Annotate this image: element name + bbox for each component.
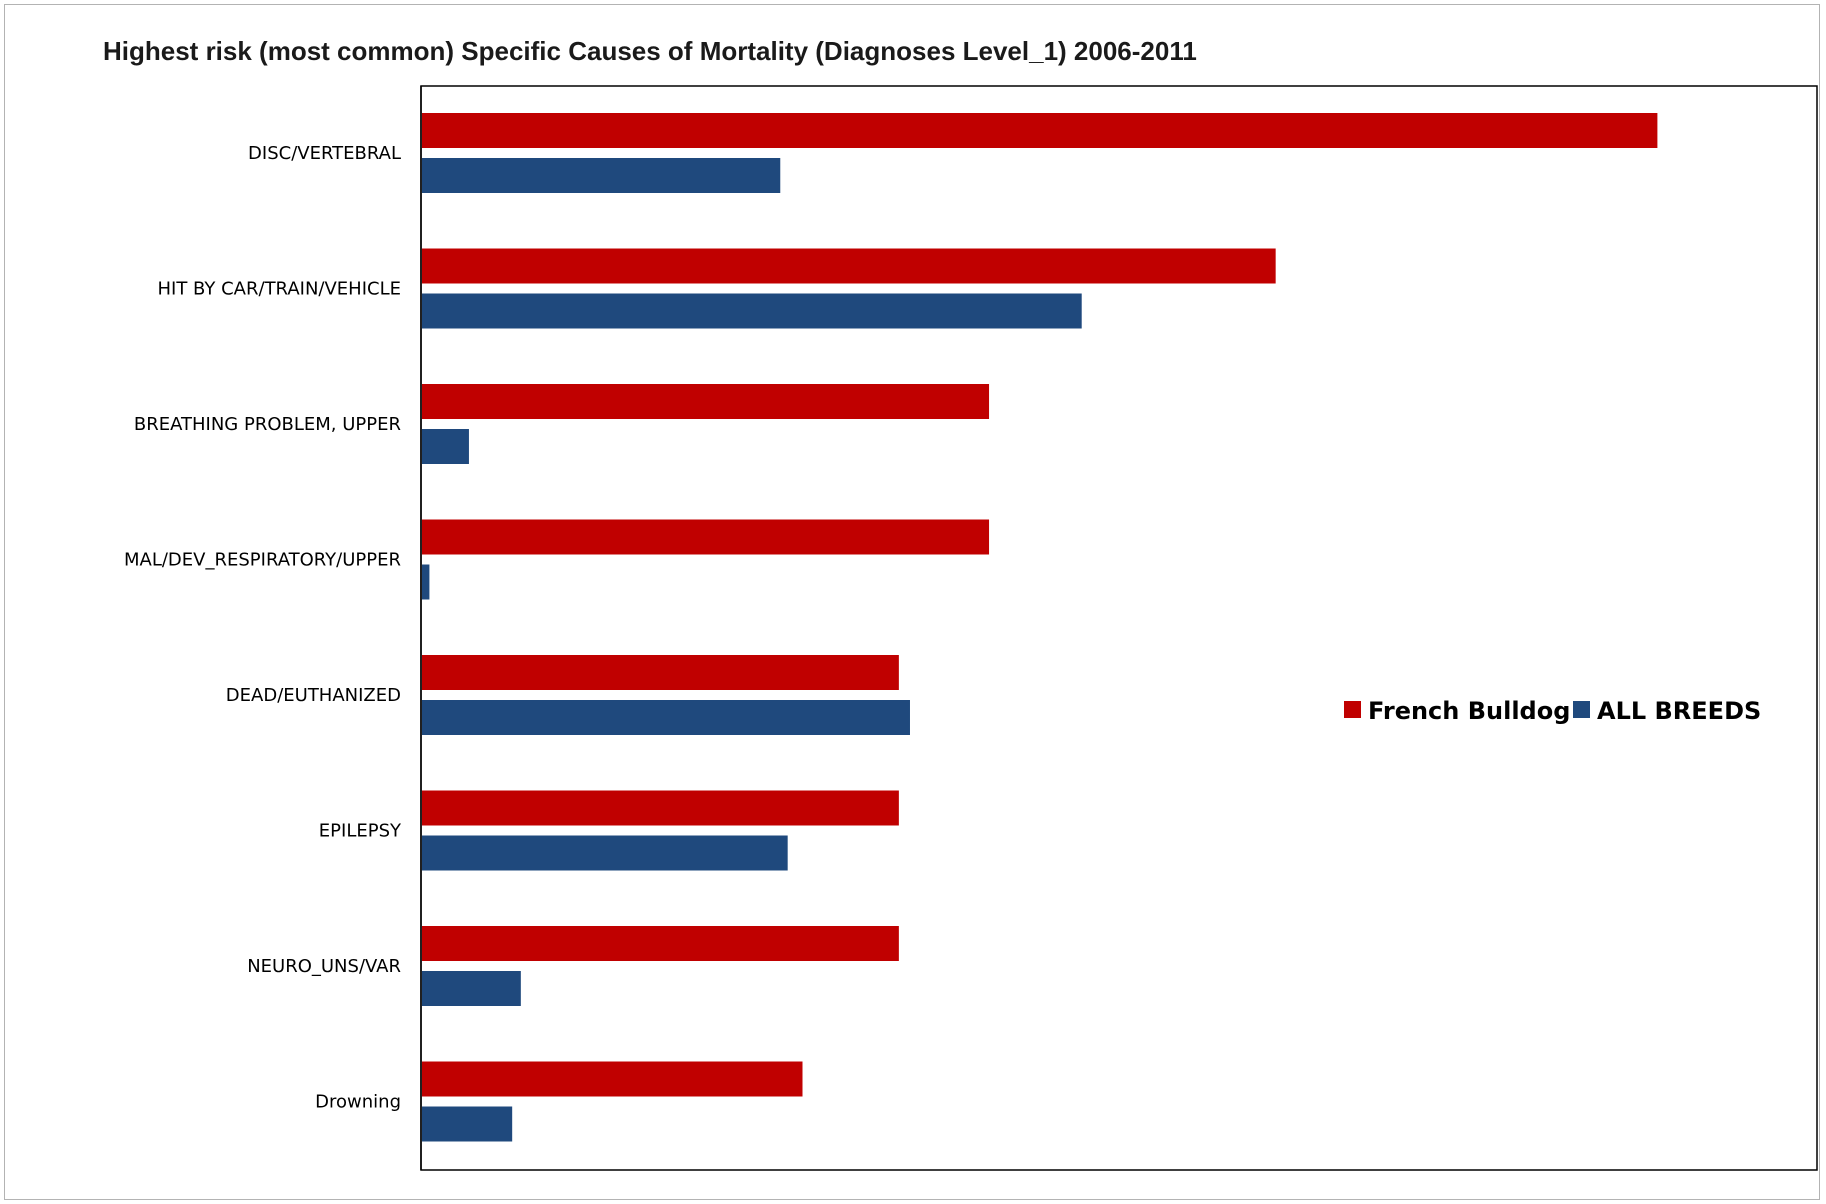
bar-all-breeds-breathing-problem-upper bbox=[422, 429, 469, 464]
bars bbox=[422, 113, 1658, 1142]
bar-all-breeds-hit-by-car-train-vehicle bbox=[422, 293, 1082, 329]
category-label-breathing-problem-upper: BREATHING PROBLEM, UPPER bbox=[134, 414, 401, 435]
chart-frame bbox=[4, 4, 1820, 1200]
category-label-disc-vertebral: DISC/VERTEBRAL bbox=[248, 143, 401, 164]
bar-french-bulldog-epilepsy bbox=[422, 790, 899, 826]
bar-all-breeds-mal-dev-respiratory-upper bbox=[422, 564, 430, 600]
bar-french-bulldog-neuro-uns-var bbox=[422, 926, 899, 961]
category-label-hit-by-car-train-vehicle: HIT BY CAR/TRAIN/VEHICLE bbox=[157, 279, 401, 300]
category-label-drowning: Drowning bbox=[315, 1092, 401, 1113]
bar-french-bulldog-drowning bbox=[422, 1061, 803, 1097]
bar-all-breeds-drowning bbox=[422, 1106, 513, 1142]
category-label-neuro-uns-var: NEURO_UNS/VAR bbox=[247, 956, 401, 977]
category-labels: DISC/VERTEBRAL HIT BY CAR/TRAIN/VEHICLE BR… bbox=[124, 143, 402, 1113]
chart-title: Highest risk (most common) Specific Caus… bbox=[103, 36, 1197, 66]
bar-all-breeds-neuro-uns-var bbox=[422, 971, 521, 1006]
bar-french-bulldog-mal-dev-respiratory-upper bbox=[422, 519, 990, 555]
legend-label-all-breeds: ALL BREEDS bbox=[1597, 697, 1761, 725]
bar-all-breeds-disc-vertebral bbox=[422, 158, 781, 193]
bar-french-bulldog-disc-vertebral bbox=[422, 113, 1658, 148]
legend-swatch-french-bulldog bbox=[1344, 701, 1361, 718]
legend: French Bulldog ALL BREEDS bbox=[1344, 697, 1761, 725]
bar-all-breeds-dead-euthanized bbox=[422, 700, 910, 735]
bar-french-bulldog-hit-by-car-train-vehicle bbox=[422, 248, 1276, 284]
bar-french-bulldog-dead-euthanized bbox=[422, 655, 899, 690]
legend-swatch-all-breeds bbox=[1573, 701, 1590, 718]
bar-all-breeds-epilepsy bbox=[422, 835, 788, 871]
legend-label-french-bulldog: French Bulldog bbox=[1368, 697, 1570, 725]
category-label-epilepsy: EPILEPSY bbox=[319, 821, 402, 842]
bar-french-bulldog-breathing-problem-upper bbox=[422, 384, 990, 419]
category-label-mal-dev-respiratory-upper: MAL/DEV_RESPIRATORY/UPPER bbox=[124, 550, 401, 571]
category-label-dead-euthanized: DEAD/EUTHANIZED bbox=[226, 685, 401, 706]
